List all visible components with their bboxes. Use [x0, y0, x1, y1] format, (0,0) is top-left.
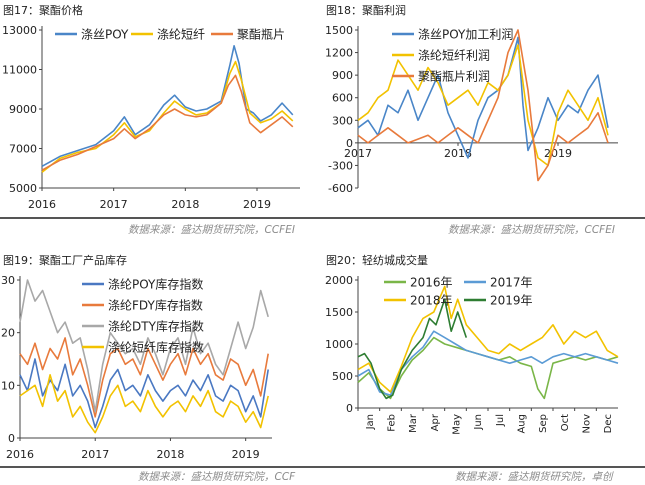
- chart-title-19: 图19：聚酯工厂产品库存: [3, 254, 127, 267]
- source-note-top-right: 数据来源：盛达期货研究院，CCFEI: [448, 224, 615, 236]
- y-tick-label: 600: [332, 92, 353, 105]
- series-line-3: [357, 29, 609, 182]
- y-tick-label: 1000: [325, 338, 353, 351]
- x-tick-label: Sep: [538, 414, 549, 433]
- x-tick-label: 2017: [81, 448, 109, 461]
- y-tick-label: 13000: [2, 24, 37, 37]
- y-tick-label: 1200: [325, 47, 353, 60]
- x-tick-label: May: [452, 414, 463, 435]
- x-tick-label: Aug: [517, 414, 528, 434]
- series-line-1: [357, 36, 609, 159]
- source-note-top-left: 数据来源：盛达期货研究院，CCFEI: [128, 224, 295, 236]
- y-tick-label: 0: [8, 432, 15, 445]
- x-tick-label: 2016: [6, 448, 34, 461]
- y-tick-label: 300: [332, 114, 353, 127]
- x-tick-label: Jan: [365, 414, 376, 430]
- y-tick-label: 1500: [325, 306, 353, 319]
- x-tick-label: 2017: [344, 147, 372, 160]
- chart-title-17: 图17：聚酯价格: [3, 4, 83, 17]
- legend-label-2: 涤纶短纤利润: [418, 49, 490, 63]
- series-line-2: [41, 60, 294, 173]
- x-tick-label: Jul: [495, 414, 506, 427]
- y-tick-label: 30: [1, 274, 15, 287]
- x-tick-label: Apr: [430, 413, 441, 431]
- legend-label-1: 涤丝POY: [81, 28, 129, 42]
- series-line-2: [19, 337, 269, 418]
- y-tick-label: -300: [328, 159, 353, 172]
- series-line-2: [357, 44, 609, 167]
- y-tick-label: 1500: [325, 24, 353, 37]
- series-line-1: [19, 358, 269, 429]
- x-tick-label: Jun: [473, 414, 484, 431]
- legend-label-3: 2018年: [410, 294, 453, 308]
- chart-textile-city-volume: 0 500 1000 1500 2000 Jan Feb Mar Apr May Jun Jul Aug…: [325, 274, 619, 435]
- source-note-bottom-right: 数据来源：盛达期货研究院，卓创: [455, 471, 613, 483]
- y-tick-label: 10: [1, 379, 15, 392]
- legend-label-1: 涤丝POY加工利润: [418, 28, 513, 42]
- x-tick-label: 2018: [156, 448, 184, 461]
- y-tick-label: 500: [332, 370, 353, 383]
- y-tick-label: 0: [346, 402, 353, 415]
- y-tick-label: 7000: [9, 143, 37, 156]
- y-tick-label: 5000: [9, 182, 37, 195]
- chart-title-18: 图18：聚酯利润: [326, 4, 406, 17]
- series-line-4: [357, 298, 468, 400]
- y-tick-label: 900: [332, 69, 353, 82]
- x-tick-label: Nov: [582, 414, 593, 434]
- series-line-3: [41, 74, 294, 171]
- legend-label-2: 2017年: [490, 276, 533, 290]
- legend-label-4: 涤纶短纤库存指数: [108, 340, 204, 355]
- x-tick-label: 2019: [243, 198, 271, 211]
- x-tick-label: 2016: [28, 198, 56, 211]
- legend-label-2: 涤纶FDY库存指数: [108, 298, 203, 313]
- y-tick-label: -600: [328, 182, 353, 195]
- divider-top: [0, 217, 645, 219]
- legend-label-4: 2019年: [490, 294, 533, 308]
- series-line-3: [19, 279, 269, 413]
- divider-bottom: [0, 466, 645, 468]
- x-tick-label: 2017: [100, 198, 128, 211]
- y-tick-label: 11000: [2, 64, 37, 77]
- x-tick-label: Mar: [408, 413, 419, 433]
- x-tick-label: Feb: [387, 414, 398, 432]
- y-tick-label: 9000: [9, 103, 37, 116]
- legend-label-2: 涤纶短纤: [157, 28, 205, 42]
- series-line-1: [357, 336, 619, 400]
- legend-label-1: 2016年: [410, 276, 453, 290]
- chart-polyester-inventory: 0 10 20 30 2016 2017 2018 2019 涤纶POY库存指数涤纶FDY库存指…: [1, 274, 272, 461]
- series-line-3: [357, 285, 619, 393]
- x-tick-label: Dec: [603, 414, 614, 433]
- series-line-4: [19, 374, 269, 434]
- y-tick-label: 2000: [325, 274, 353, 287]
- x-tick-label: 2019: [544, 147, 572, 160]
- legend-label-3: 聚酯瓶片: [237, 28, 285, 42]
- y-tick-label: 20: [1, 327, 15, 340]
- legend-label-3: 聚酯瓶片利润: [418, 70, 490, 84]
- legend-label-3: 涤纶DTY库存指数: [108, 319, 204, 334]
- x-tick-label: 2019: [232, 448, 260, 461]
- legend-label-1: 涤纶POY库存指数: [108, 277, 203, 292]
- chart-polyester-price: 5000 7000 9000 11000 13000 2016 2017 2018 2019 涤丝…: [2, 24, 300, 211]
- series-line-1: [41, 44, 294, 168]
- y-tick-label: 0: [346, 137, 353, 150]
- x-tick-label: 2018: [171, 198, 199, 211]
- source-note-bottom-left: 数据来源：盛达期货研究院，CCF: [138, 471, 296, 483]
- x-tick-label: Oct: [560, 414, 571, 431]
- chart-title-20: 图20：轻纺城成交量: [326, 254, 428, 267]
